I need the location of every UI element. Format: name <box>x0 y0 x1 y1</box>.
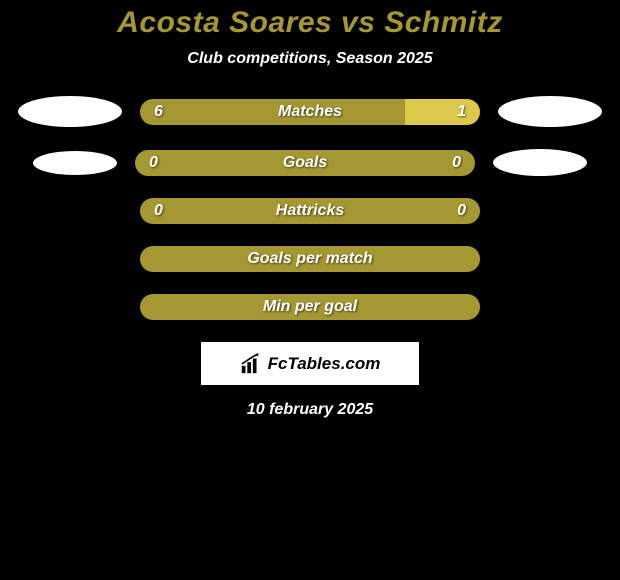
stat-row: 6 1 Matches <box>0 96 620 127</box>
spacer <box>498 259 602 260</box>
stat-label: Hattricks <box>276 202 344 220</box>
stats-area: 6 1 Matches 0 0 Goals 0 0 Hattricks Goals per mat… <box>0 96 620 320</box>
spacer <box>18 307 122 308</box>
bar-chart-icon <box>240 353 262 375</box>
page-subtitle: Club competitions, Season 2025 <box>0 50 620 68</box>
bar-fill-left <box>140 99 405 125</box>
player-left-marker <box>33 151 117 175</box>
bar-fill-right <box>405 99 480 125</box>
stat-bar: 0 0 Goals <box>135 150 475 176</box>
date-label: 10 february 2025 <box>0 401 620 419</box>
logo-text: FcTables.com <box>268 354 381 374</box>
stat-label: Min per goal <box>263 298 357 316</box>
spacer <box>18 211 122 212</box>
stat-row: 0 0 Goals <box>0 149 620 176</box>
stat-value-left: 0 <box>149 154 158 172</box>
spacer <box>498 307 602 308</box>
stat-value-right: 0 <box>452 154 461 172</box>
stat-bar: Goals per match <box>140 246 480 272</box>
player-left-marker <box>18 96 122 127</box>
player-right-marker <box>498 96 602 127</box>
stat-value-right: 1 <box>457 103 466 121</box>
stat-row: Goals per match <box>0 246 620 272</box>
stat-bar: 0 0 Hattricks <box>140 198 480 224</box>
stat-value-left: 0 <box>154 202 163 220</box>
player-right-marker <box>493 149 587 176</box>
stat-label: Goals <box>283 154 327 172</box>
stat-label: Matches <box>278 103 342 121</box>
stat-value-left: 6 <box>154 103 163 121</box>
spacer <box>18 259 122 260</box>
stat-row: Min per goal <box>0 294 620 320</box>
page-title: Acosta Soares vs Schmitz <box>0 6 620 40</box>
stat-label: Goals per match <box>247 250 372 268</box>
stat-value-right: 0 <box>457 202 466 220</box>
stat-bar: 6 1 Matches <box>140 99 480 125</box>
source-logo: FcTables.com <box>201 342 419 385</box>
stat-bar: Min per goal <box>140 294 480 320</box>
comparison-container: Acosta Soares vs Schmitz Club competitio… <box>0 0 620 419</box>
spacer <box>498 211 602 212</box>
stat-row: 0 0 Hattricks <box>0 198 620 224</box>
